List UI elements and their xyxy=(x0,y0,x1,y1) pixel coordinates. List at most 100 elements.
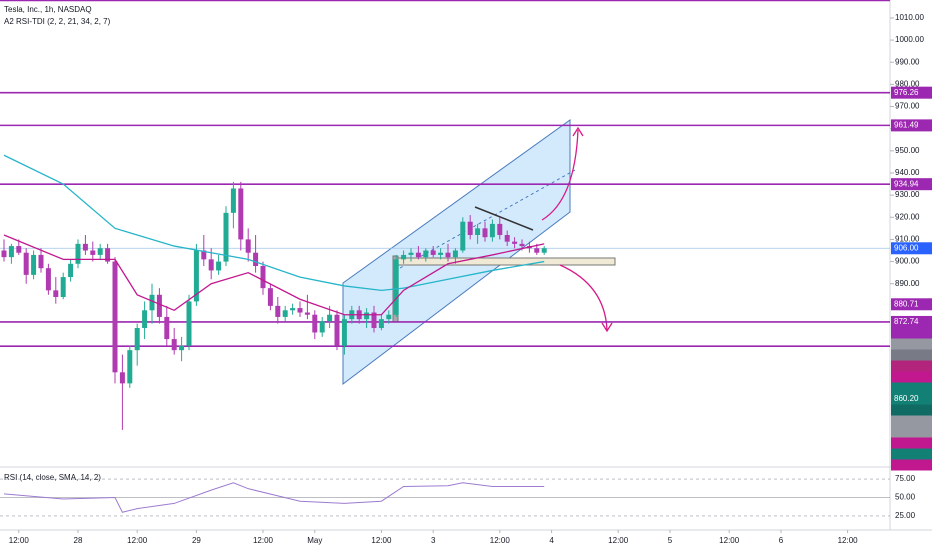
x-tick-label: 12:00 xyxy=(371,536,392,545)
zone-box xyxy=(394,257,616,266)
x-tick-label: 29 xyxy=(192,536,201,545)
level-tag xyxy=(891,119,932,132)
candle-body xyxy=(423,250,429,258)
level-tag-label: 872.74 xyxy=(894,317,919,326)
candle-body xyxy=(512,241,518,244)
candle-body xyxy=(386,314,392,320)
x-tick-label: 3 xyxy=(431,536,436,545)
y-tick-label: 990.00 xyxy=(895,57,920,66)
x-tick-label: 12:00 xyxy=(838,536,859,545)
candle-body xyxy=(438,252,444,255)
chart-title: Tesla, Inc., 1h, NASDAQ xyxy=(4,5,92,14)
price-tag xyxy=(891,242,932,255)
candle-body xyxy=(253,252,259,267)
candle-body xyxy=(267,288,273,306)
arrow-head xyxy=(601,322,613,333)
candle-body xyxy=(223,212,229,262)
candle-body xyxy=(482,228,488,238)
candle-body xyxy=(8,246,14,258)
y-tick-label: 900.00 xyxy=(895,257,920,266)
level-tag-label: 880.71 xyxy=(894,299,919,308)
candle-body xyxy=(541,248,547,253)
candle-body xyxy=(504,234,510,242)
moving-average xyxy=(3,234,545,316)
candle-body xyxy=(112,261,118,373)
level-tag xyxy=(891,298,932,311)
candle-body xyxy=(341,319,347,346)
x-tick-label: 12:00 xyxy=(9,536,30,545)
candle-body xyxy=(230,188,236,213)
moving-average xyxy=(3,154,545,292)
candle-body xyxy=(497,223,503,235)
candle-body xyxy=(371,312,377,329)
candle-body xyxy=(312,314,318,333)
candle-body xyxy=(23,252,29,275)
candle-body xyxy=(149,294,155,311)
indicator-tag xyxy=(891,371,932,383)
candle-body xyxy=(275,305,281,317)
candle-body xyxy=(519,243,525,247)
indicator-tag-label: 860.20 xyxy=(894,394,919,403)
candle-body xyxy=(208,259,214,271)
candle-body xyxy=(327,314,333,322)
indicator-tag xyxy=(891,426,932,438)
candle-body xyxy=(38,254,44,269)
x-tick-label: 4 xyxy=(549,536,554,545)
arrow-head xyxy=(572,126,584,137)
rsi-title: RSI (14, close, SMA, 14, 2) xyxy=(4,473,101,482)
y-tick-label: 940.00 xyxy=(895,168,920,177)
candle-body xyxy=(179,345,185,351)
candle-body xyxy=(216,261,222,271)
candle-body xyxy=(401,254,407,260)
candle-body xyxy=(134,328,140,351)
x-tick-label: 12:00 xyxy=(490,536,511,545)
candle-body xyxy=(489,223,495,238)
candle-body xyxy=(60,277,66,298)
candle-body xyxy=(452,250,458,258)
candle-body xyxy=(364,312,370,320)
x-tick-label: 6 xyxy=(779,536,784,545)
candle-body xyxy=(164,316,170,340)
candle-body xyxy=(45,268,51,291)
y-tick-label: 930.00 xyxy=(895,190,920,199)
candle-body xyxy=(475,228,481,235)
indicator-tag xyxy=(891,338,932,350)
candle-body xyxy=(282,310,288,317)
candle-body xyxy=(297,308,303,313)
x-tick-label: 12:00 xyxy=(608,536,629,545)
candle-body xyxy=(460,221,466,251)
level-tag xyxy=(891,315,932,328)
arrow-up xyxy=(541,129,579,221)
candle-body xyxy=(378,319,384,329)
indicator-tag xyxy=(891,349,932,361)
indicator-tag xyxy=(891,415,932,427)
candle-body xyxy=(16,246,22,253)
candle-body xyxy=(156,294,162,317)
x-tick-label: 12:00 xyxy=(719,536,740,545)
candle-body xyxy=(186,301,192,346)
rsi-tick-label: 75.00 xyxy=(895,474,916,483)
candle-body xyxy=(90,250,96,255)
y-tick-label: 970.00 xyxy=(895,102,920,111)
candle-body xyxy=(467,221,473,235)
x-tick-label: 12:00 xyxy=(127,536,148,545)
rsi-tick-label: 50.00 xyxy=(895,493,916,502)
price-tag-label: 906.00 xyxy=(894,243,919,252)
candle-body xyxy=(319,321,325,333)
y-tick-label: 1010.00 xyxy=(895,13,924,22)
candle-body xyxy=(1,250,7,258)
trend-line xyxy=(474,206,534,231)
candle-body xyxy=(393,259,399,315)
candle-body xyxy=(142,310,148,329)
y-tick-label: 910.00 xyxy=(895,235,920,244)
candle-body xyxy=(75,243,81,264)
y-tick-label: 980.00 xyxy=(895,79,920,88)
candle-body xyxy=(82,243,88,251)
x-tick-label: 28 xyxy=(74,536,83,545)
indicator-tag xyxy=(891,360,932,372)
candle-body xyxy=(534,248,540,253)
candle-body xyxy=(193,250,199,302)
y-tick-label: 950.00 xyxy=(895,146,920,155)
candle-body xyxy=(415,252,421,258)
